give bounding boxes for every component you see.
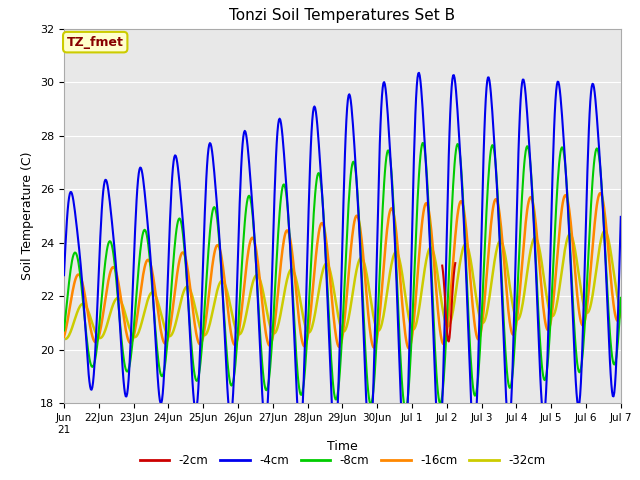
- -2cm: [444, 332, 451, 337]
- Text: TZ_fmet: TZ_fmet: [67, 36, 124, 48]
- -2cm: [440, 287, 448, 292]
- -2cm: [451, 265, 458, 271]
- -2cm: [439, 268, 447, 274]
- -8cm: [419, 140, 426, 146]
- Title: Tonzi Soil Temperatures Set B: Tonzi Soil Temperatures Set B: [229, 9, 456, 24]
- Line: -16cm: -16cm: [64, 193, 621, 348]
- -8cm: [255, 317, 263, 323]
- -4cm: [433, 410, 440, 416]
- -8cm: [228, 383, 236, 388]
- -32cm: [277, 309, 285, 314]
- -4cm: [125, 365, 133, 371]
- -2cm: [447, 316, 455, 322]
- -32cm: [228, 313, 236, 319]
- -2cm: [440, 276, 447, 282]
- -8cm: [400, 399, 408, 405]
- -32cm: [617, 306, 625, 312]
- -32cm: [401, 287, 408, 292]
- -16cm: [400, 317, 408, 323]
- -8cm: [433, 371, 440, 376]
- -4cm: [228, 409, 236, 415]
- -8cm: [401, 406, 409, 412]
- -2cm: [445, 338, 452, 344]
- -32cm: [60, 336, 68, 341]
- -16cm: [125, 339, 133, 345]
- -16cm: [596, 190, 604, 196]
- -16cm: [617, 307, 625, 313]
- -2cm: [449, 291, 456, 297]
- -4cm: [617, 214, 625, 220]
- -2cm: [448, 303, 456, 309]
- -2cm: [445, 335, 453, 340]
- -16cm: [255, 272, 263, 277]
- -32cm: [256, 277, 264, 283]
- -16cm: [405, 346, 413, 351]
- -2cm: [444, 337, 452, 343]
- -2cm: [446, 327, 454, 333]
- X-axis label: Time: Time: [327, 440, 358, 453]
- -8cm: [60, 327, 68, 333]
- -2cm: [438, 263, 446, 268]
- -32cm: [126, 327, 134, 333]
- Line: -8cm: -8cm: [64, 143, 621, 409]
- -16cm: [60, 334, 68, 339]
- -2cm: [442, 298, 449, 304]
- -2cm: [443, 323, 451, 328]
- -16cm: [276, 266, 284, 272]
- -32cm: [432, 260, 440, 265]
- -2cm: [451, 260, 459, 266]
- Line: -32cm: -32cm: [64, 231, 621, 339]
- Legend: -2cm, -4cm, -8cm, -16cm, -32cm: -2cm, -4cm, -8cm, -16cm, -32cm: [135, 450, 550, 472]
- -8cm: [276, 201, 284, 207]
- -2cm: [449, 280, 457, 286]
- -16cm: [228, 334, 236, 340]
- Line: -2cm: -2cm: [442, 263, 455, 341]
- -4cm: [255, 329, 263, 335]
- -4cm: [276, 117, 284, 123]
- -32cm: [601, 228, 609, 234]
- -16cm: [432, 281, 440, 287]
- -8cm: [125, 363, 133, 369]
- -4cm: [60, 272, 68, 278]
- -2cm: [442, 311, 450, 316]
- -4cm: [401, 448, 408, 454]
- Y-axis label: Soil Temperature (C): Soil Temperature (C): [22, 152, 35, 280]
- -2cm: [450, 272, 458, 277]
- -32cm: [61, 336, 69, 342]
- -4cm: [400, 446, 408, 452]
- Line: -4cm: -4cm: [64, 73, 621, 451]
- -8cm: [617, 295, 625, 300]
- -4cm: [415, 70, 423, 76]
